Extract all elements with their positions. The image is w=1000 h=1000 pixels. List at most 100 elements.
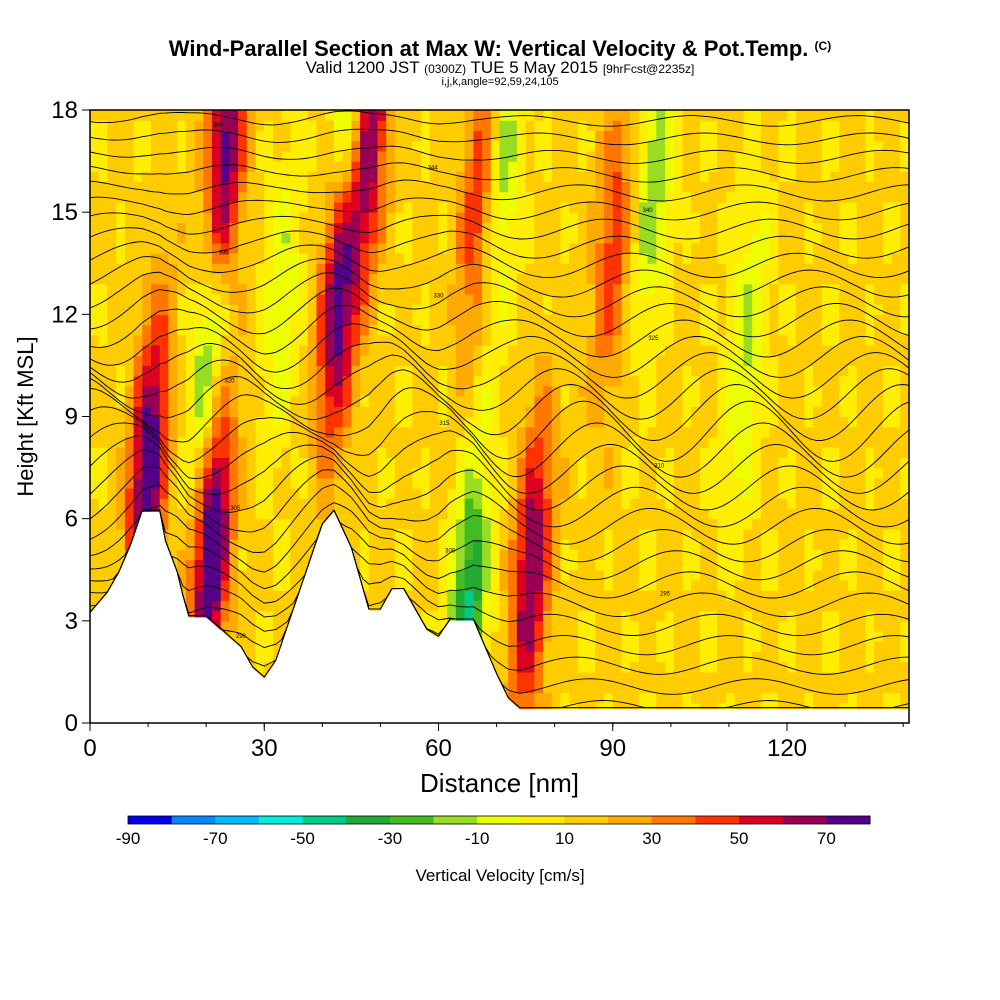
velocity-cell bbox=[90, 559, 100, 571]
velocity-cell bbox=[638, 242, 649, 254]
velocity-cell bbox=[124, 416, 135, 428]
velocity-cell bbox=[151, 314, 161, 326]
velocity-cell bbox=[569, 130, 579, 142]
velocity-cell bbox=[708, 120, 718, 131]
velocity-cell bbox=[212, 242, 222, 254]
velocity-cell bbox=[726, 355, 736, 366]
velocity-cell bbox=[490, 447, 501, 458]
velocity-cell bbox=[795, 273, 805, 285]
velocity-cell bbox=[638, 692, 649, 704]
velocity-cell bbox=[691, 508, 701, 520]
velocity-cell bbox=[743, 253, 753, 264]
velocity-cell bbox=[368, 447, 379, 458]
velocity-cell bbox=[98, 365, 108, 377]
velocity-cell bbox=[760, 334, 771, 346]
velocity-cell bbox=[656, 692, 666, 704]
velocity-cell bbox=[656, 426, 666, 438]
velocity-cell bbox=[421, 334, 431, 346]
velocity-cell bbox=[316, 304, 326, 315]
velocity-cell bbox=[499, 212, 509, 223]
velocity-cell bbox=[804, 467, 814, 479]
velocity-cell bbox=[194, 191, 204, 203]
velocity-cell bbox=[717, 467, 727, 479]
velocity-cell bbox=[708, 590, 718, 601]
velocity-cell bbox=[438, 334, 448, 346]
velocity-cell bbox=[525, 120, 535, 131]
velocity-cell bbox=[516, 273, 527, 285]
velocity-cell bbox=[525, 161, 535, 172]
velocity-cell bbox=[307, 222, 318, 234]
velocity-cell bbox=[386, 447, 396, 458]
velocity-cell bbox=[621, 569, 631, 581]
velocity-cell bbox=[586, 508, 596, 520]
velocity-cell bbox=[124, 120, 135, 131]
velocity-cell bbox=[787, 457, 797, 469]
velocity-cell bbox=[185, 436, 196, 448]
velocity-cell bbox=[421, 242, 431, 254]
velocity-cell bbox=[212, 191, 222, 203]
velocity-cell bbox=[708, 641, 718, 653]
velocity-cell bbox=[778, 436, 788, 448]
velocity-cell bbox=[717, 293, 727, 305]
velocity-cell bbox=[795, 661, 805, 673]
velocity-cell bbox=[220, 375, 230, 387]
velocity-cell bbox=[464, 406, 474, 418]
velocity-cell bbox=[560, 181, 570, 193]
velocity-cell bbox=[743, 161, 753, 172]
velocity-cell bbox=[394, 181, 405, 193]
velocity-cell bbox=[264, 569, 274, 581]
velocity-cell bbox=[595, 283, 605, 295]
velocity-cell bbox=[438, 130, 448, 142]
velocity-cell bbox=[203, 253, 213, 264]
velocity-cell bbox=[656, 171, 666, 183]
velocity-cell bbox=[412, 171, 422, 183]
velocity-cell bbox=[377, 171, 387, 183]
velocity-cell bbox=[438, 365, 448, 377]
velocity-cell bbox=[98, 559, 108, 571]
velocity-cell bbox=[447, 416, 457, 428]
velocity-cell bbox=[516, 631, 527, 642]
velocity-cell bbox=[334, 457, 344, 469]
velocity-cell bbox=[708, 140, 718, 152]
velocity-cell bbox=[499, 539, 509, 550]
velocity-cell bbox=[551, 345, 562, 356]
velocity-cell bbox=[752, 457, 762, 469]
velocity-cell bbox=[290, 314, 300, 326]
velocity-cell bbox=[351, 416, 361, 428]
velocity-cell bbox=[273, 304, 283, 315]
velocity-cell bbox=[394, 150, 405, 162]
velocity-cell bbox=[795, 539, 805, 550]
velocity-cell bbox=[421, 212, 431, 223]
velocity-cell bbox=[551, 171, 562, 183]
velocity-cell bbox=[299, 201, 309, 213]
velocity-cell bbox=[638, 447, 649, 458]
velocity-cell bbox=[90, 406, 100, 418]
velocity-cell bbox=[455, 477, 466, 489]
velocity-cell bbox=[142, 385, 152, 397]
velocity-cell bbox=[159, 518, 169, 530]
velocity-cell bbox=[98, 232, 108, 244]
velocity-cell bbox=[403, 436, 413, 448]
velocity-cell bbox=[447, 171, 457, 183]
velocity-cell bbox=[212, 406, 222, 418]
velocity-cell bbox=[560, 436, 570, 448]
velocity-cell bbox=[421, 355, 431, 366]
velocity-cell bbox=[368, 539, 379, 550]
velocity-cell bbox=[429, 293, 440, 305]
velocity-cell bbox=[203, 140, 213, 152]
velocity-cell bbox=[726, 191, 736, 203]
velocity-cell bbox=[177, 140, 187, 152]
velocity-cell bbox=[804, 559, 814, 571]
velocity-cell bbox=[124, 232, 135, 244]
velocity-cell bbox=[325, 140, 335, 152]
velocity-cell bbox=[421, 549, 431, 561]
velocity-cell bbox=[560, 293, 570, 305]
velocity-cell bbox=[560, 508, 570, 520]
velocity-cell bbox=[412, 201, 422, 213]
velocity-cell bbox=[787, 559, 797, 571]
velocity-cell bbox=[255, 467, 265, 479]
velocity-cell bbox=[264, 528, 274, 540]
velocity-cell bbox=[612, 304, 623, 315]
velocity-cell bbox=[482, 314, 492, 326]
velocity-cell bbox=[795, 365, 805, 377]
